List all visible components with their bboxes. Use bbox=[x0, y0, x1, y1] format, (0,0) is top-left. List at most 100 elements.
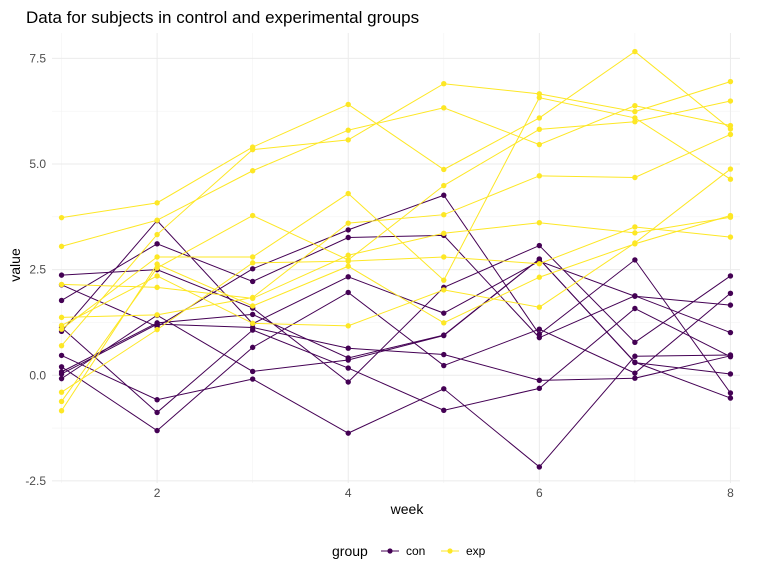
series-line-exp bbox=[61, 216, 731, 299]
series-line-con bbox=[61, 291, 731, 432]
data-point-exp bbox=[345, 190, 351, 197]
series-line-exp bbox=[61, 97, 731, 330]
data-point-exp bbox=[345, 252, 351, 258]
data-point-con bbox=[727, 390, 734, 396]
data-point-exp bbox=[249, 260, 256, 266]
x-tick-label: 6 bbox=[536, 486, 543, 500]
data-point-exp bbox=[632, 108, 638, 115]
data-point-con bbox=[536, 377, 543, 384]
data-point-con bbox=[154, 397, 160, 403]
data-point-con bbox=[249, 278, 256, 285]
data-point-exp bbox=[345, 137, 351, 143]
y-tick-labels: -2.5 0.0 2.5 5.0 7.5 bbox=[25, 51, 46, 488]
data-point-exp bbox=[441, 230, 447, 236]
data-point-con bbox=[58, 375, 65, 382]
data-point-exp bbox=[154, 217, 160, 223]
data-point-exp bbox=[632, 224, 638, 230]
data-point-exp bbox=[345, 323, 351, 329]
data-point-con bbox=[58, 364, 65, 370]
data-point-con bbox=[536, 331, 543, 337]
data-point-con bbox=[58, 369, 65, 375]
data-point-exp bbox=[249, 254, 256, 260]
series-line-exp bbox=[61, 50, 731, 219]
data-point-con bbox=[441, 362, 447, 369]
data-point-exp bbox=[345, 220, 351, 226]
data-point-exp bbox=[249, 294, 256, 301]
series-exp bbox=[58, 212, 734, 414]
data-point-con bbox=[345, 355, 351, 361]
x-tick-labels: 2 4 6 8 bbox=[154, 486, 734, 500]
legend-key-point-exp bbox=[447, 548, 453, 554]
data-point-exp bbox=[441, 182, 447, 189]
data-point-exp bbox=[58, 314, 65, 321]
data-point-exp bbox=[345, 127, 351, 133]
series-line-con bbox=[61, 323, 731, 381]
legend-key-point-con bbox=[387, 548, 393, 554]
data-point-con bbox=[727, 395, 734, 401]
data-point-exp bbox=[441, 320, 447, 326]
data-point-con bbox=[249, 311, 256, 318]
series-con bbox=[58, 242, 734, 385]
data-point-exp bbox=[727, 78, 734, 85]
data-point-con bbox=[632, 293, 638, 299]
series-line-con bbox=[61, 244, 731, 383]
data-point-con bbox=[249, 368, 256, 375]
series-exp bbox=[58, 102, 734, 250]
data-point-exp bbox=[536, 94, 543, 101]
data-point-exp bbox=[536, 91, 543, 97]
chart-title: Data for subjects in control and experim… bbox=[26, 8, 419, 27]
data-point-exp bbox=[154, 261, 160, 267]
data-point-con bbox=[441, 192, 447, 198]
data-point-con bbox=[249, 376, 256, 382]
data-point-exp bbox=[154, 231, 160, 238]
data-point-con bbox=[727, 302, 734, 308]
data-point-exp bbox=[154, 312, 160, 318]
data-point-exp bbox=[58, 214, 65, 221]
series-exp bbox=[58, 48, 734, 221]
series-con bbox=[58, 256, 734, 377]
legend-title: group bbox=[332, 543, 368, 559]
series-group bbox=[58, 48, 734, 470]
data-point-exp bbox=[249, 212, 256, 219]
x-tick-label: 2 bbox=[154, 486, 161, 500]
data-point-con bbox=[632, 353, 638, 359]
series-exp bbox=[58, 131, 734, 321]
data-point-con bbox=[249, 344, 256, 351]
data-point-exp bbox=[441, 211, 447, 218]
data-point-exp bbox=[441, 81, 447, 87]
data-point-exp bbox=[345, 258, 351, 264]
legend-label-con: con bbox=[406, 544, 425, 558]
series-line-con bbox=[61, 354, 731, 468]
data-point-exp bbox=[58, 398, 65, 405]
data-point-exp bbox=[345, 101, 351, 108]
data-point-exp bbox=[632, 115, 638, 121]
data-point-con bbox=[58, 297, 65, 304]
data-point-con bbox=[58, 272, 65, 278]
data-point-con bbox=[249, 266, 256, 272]
data-point-exp bbox=[536, 115, 543, 121]
data-point-con bbox=[727, 353, 734, 359]
data-point-exp bbox=[345, 263, 351, 269]
data-point-exp bbox=[58, 243, 65, 250]
data-point-exp bbox=[441, 287, 447, 293]
data-point-exp bbox=[441, 277, 447, 283]
legend: group con exp bbox=[332, 543, 486, 559]
y-tick-label: 5.0 bbox=[29, 157, 46, 171]
series-line-con bbox=[61, 258, 731, 375]
data-point-exp bbox=[632, 230, 638, 236]
data-point-exp bbox=[632, 240, 638, 246]
data-point-con bbox=[154, 320, 160, 326]
legend-label-exp: exp bbox=[466, 544, 486, 558]
series-exp bbox=[58, 214, 734, 302]
data-point-con bbox=[345, 234, 351, 241]
legend-entry-con: con bbox=[381, 544, 425, 558]
data-point-exp bbox=[632, 102, 638, 109]
data-point-con bbox=[345, 379, 351, 385]
data-point-con bbox=[536, 464, 543, 470]
data-point-exp bbox=[58, 281, 65, 288]
series-line-exp bbox=[61, 81, 731, 347]
series-exp bbox=[58, 94, 734, 332]
series-line-con bbox=[61, 307, 731, 414]
series-line-exp bbox=[61, 168, 731, 327]
data-point-exp bbox=[154, 326, 160, 333]
